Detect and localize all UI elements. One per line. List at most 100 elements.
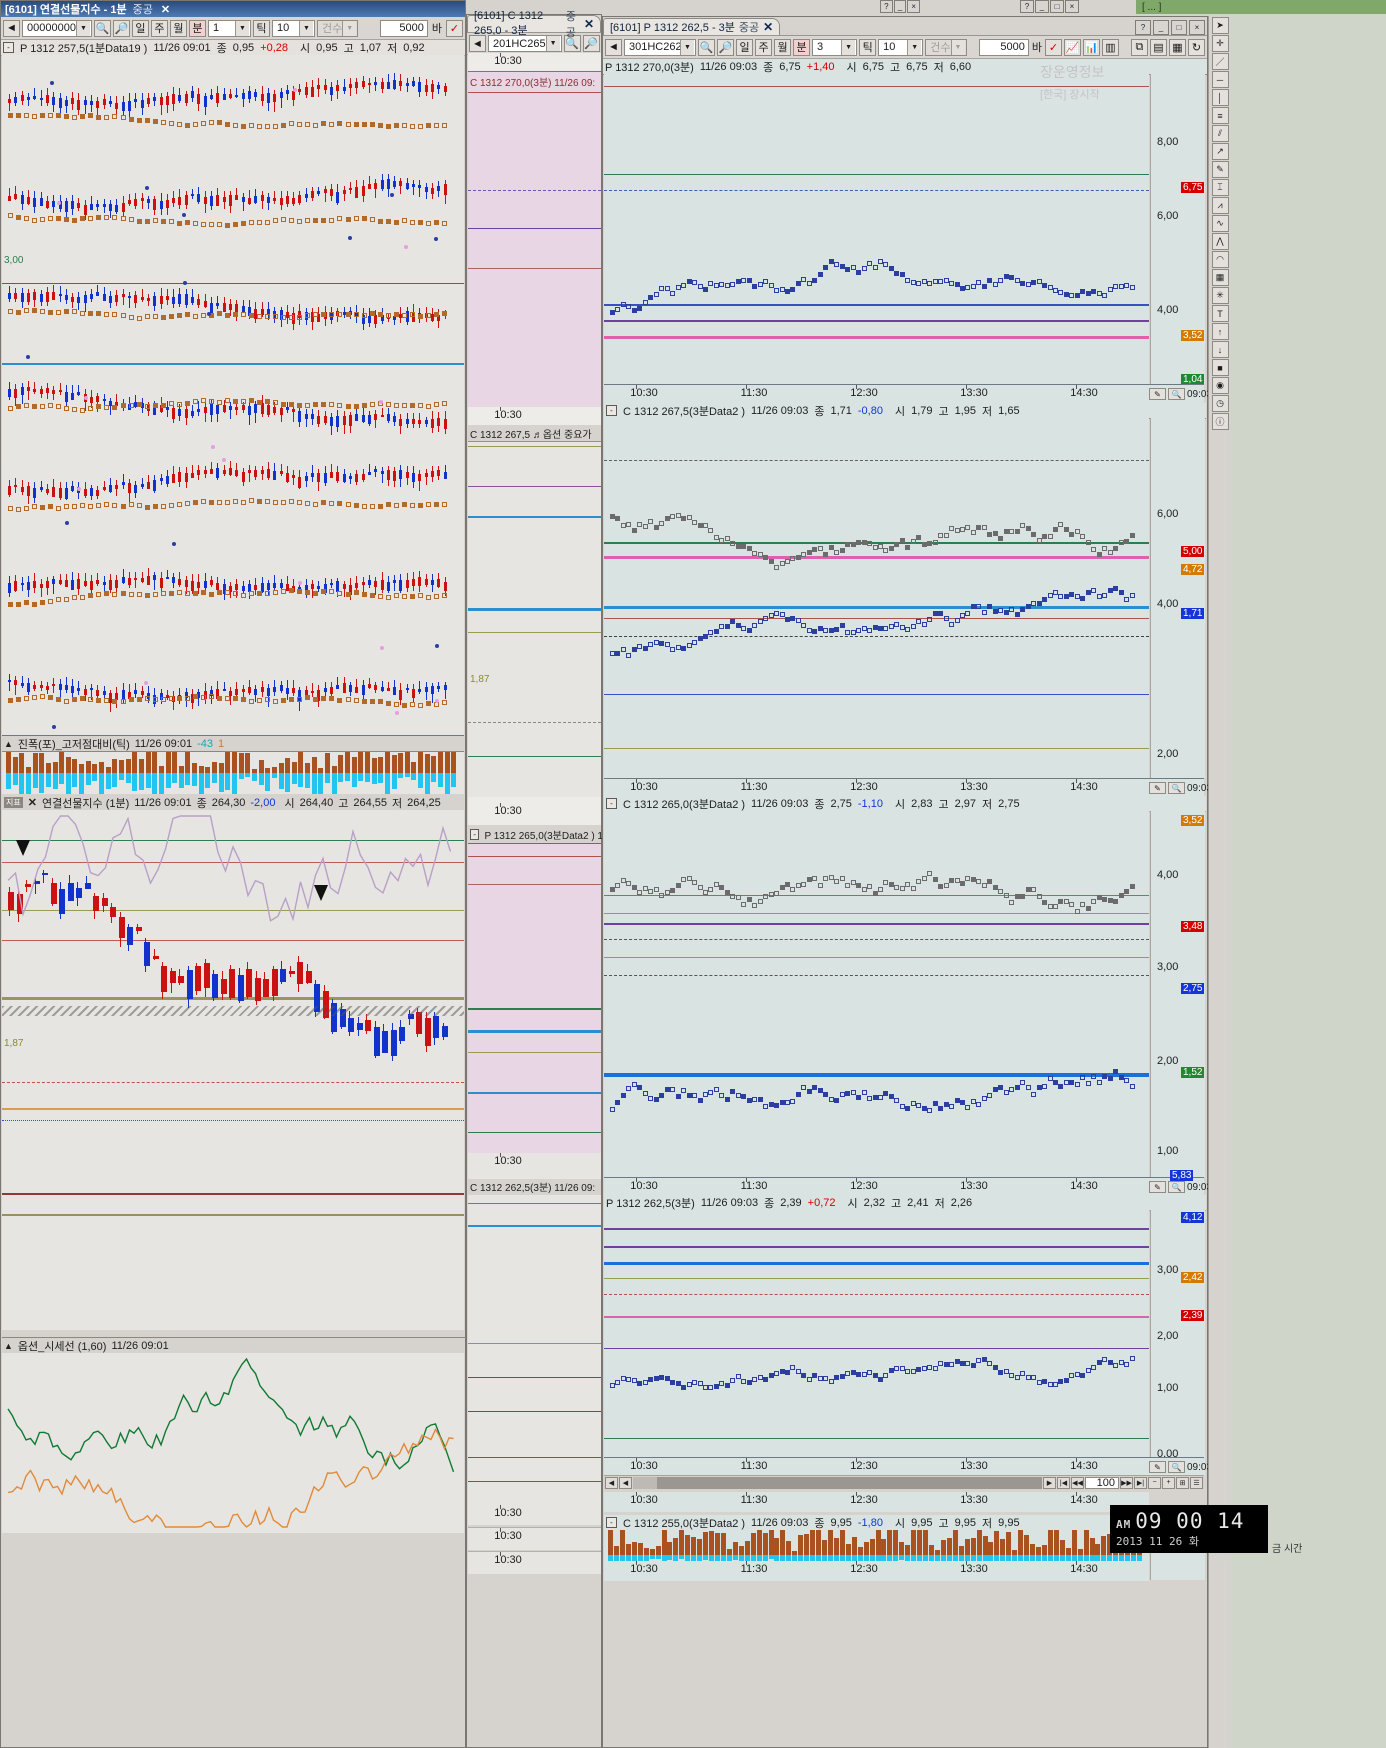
- right-toolbar[interactable]: ◄ 301HC262 ▼ 🔍 🔎 일 주 월 분 3 ▼ 틱 10 ▼ 건수 ▼: [603, 36, 1207, 59]
- right-minimize-button[interactable]: _: [1153, 20, 1169, 35]
- mid-close-icon[interactable]: ✕: [583, 17, 594, 31]
- refresh-icon[interactable]: ↻: [1187, 38, 1205, 56]
- trendline-icon[interactable]: ／: [1211, 53, 1229, 70]
- desktop-window-buttons-2[interactable]: ? _ □ ×: [1020, 0, 1080, 13]
- tick-value-left[interactable]: 10 ▼: [271, 19, 315, 37]
- scroll-left-button[interactable]: ◀: [605, 1476, 618, 1489]
- chevron-down-icon[interactable]: ▼: [545, 36, 560, 51]
- period-day-left[interactable]: 일: [131, 19, 149, 37]
- grid-icon[interactable]: ▦: [1168, 38, 1186, 56]
- collapse-icon-p2[interactable]: -: [606, 405, 617, 416]
- polyline-icon[interactable]: ⋀: [1211, 233, 1229, 250]
- mid-pane-3[interactable]: [468, 843, 601, 1154]
- p2-settings-icon[interactable]: ✎: [1149, 782, 1166, 794]
- grid-toggle-button[interactable]: ⊞: [1176, 1476, 1189, 1489]
- period-month-left[interactable]: 월: [169, 19, 187, 37]
- collapse-icon-mid[interactable]: -: [470, 829, 480, 840]
- p4-settings-icon[interactable]: ✎: [1149, 1461, 1166, 1473]
- minute-value-left[interactable]: 1 ▼: [207, 19, 251, 37]
- chevron-down-icon[interactable]: ▼: [907, 39, 922, 55]
- bar-count-left[interactable]: 5000: [380, 19, 428, 37]
- right-scroll-left-icon[interactable]: ◄: [605, 38, 622, 56]
- text-icon[interactable]: T: [1211, 305, 1229, 322]
- grid-icon-side[interactable]: ▦: [1211, 269, 1229, 286]
- ruler-icon[interactable]: ⌶: [1211, 179, 1229, 196]
- code-input-right[interactable]: 301HC262 ▼: [624, 38, 696, 56]
- right-panel-3-corner[interactable]: ✎ 🔍 09:03: [1149, 1177, 1212, 1196]
- crosshair-icon-side[interactable]: ✛: [1211, 35, 1229, 52]
- right-panel-1-plot[interactable]: [604, 74, 1149, 384]
- sub2-close-icon[interactable]: ✕: [27, 797, 37, 809]
- right-help-button[interactable]: ?: [1135, 20, 1151, 35]
- scroll-track[interactable]: [633, 1476, 1042, 1489]
- code-input-left[interactable]: 00000000 ▼: [22, 19, 92, 37]
- right-panel-2-plot[interactable]: [604, 418, 1149, 778]
- left-scroll-left-icon[interactable]: ◄: [3, 19, 20, 37]
- search-clear-icon-right[interactable]: 🔎: [717, 38, 734, 56]
- left-index-candles[interactable]: 1,87: [2, 810, 464, 1330]
- chevron-down-icon[interactable]: ▼: [342, 20, 357, 36]
- p1-zoom-icon[interactable]: 🔍: [1168, 388, 1185, 400]
- right-maximize-button[interactable]: □: [1171, 20, 1187, 35]
- left-amplitude-histogram[interactable]: [2, 751, 464, 794]
- collapse-icon-left[interactable]: -: [3, 42, 14, 53]
- mid-pane-4[interactable]: [468, 1195, 601, 1505]
- menu-button[interactable]: ☰: [1190, 1476, 1203, 1489]
- maximize-button-2[interactable]: □: [1050, 0, 1064, 13]
- bar-count-right[interactable]: 5000: [978, 38, 1029, 56]
- mid-pane-1[interactable]: C 1312 270,0(3분) 11/26 09:: [468, 71, 601, 408]
- pencil-icon[interactable]: ✎: [1211, 161, 1229, 178]
- help-button[interactable]: ?: [880, 0, 893, 13]
- search-icon-right[interactable]: 🔍: [698, 38, 715, 56]
- square-icon[interactable]: ■: [1211, 359, 1229, 376]
- scroll-thumb[interactable]: [657, 1476, 1042, 1489]
- mid-tabstrip[interactable]: [6101] C 1312 265,0 - 3분 중공 ✕: [467, 10, 601, 39]
- right-close-icon[interactable]: ✕: [763, 20, 774, 34]
- p4-zoom-icon[interactable]: 🔍: [1168, 1461, 1185, 1473]
- search-icon-left[interactable]: 🔍: [93, 19, 111, 37]
- left-close-icon[interactable]: ✕: [160, 3, 171, 16]
- minimize-button-2[interactable]: _: [1035, 0, 1049, 13]
- channel-icon[interactable]: ⫽: [1211, 125, 1229, 142]
- chevron-down-icon[interactable]: ▼: [234, 20, 249, 36]
- search-clear-icon-left[interactable]: 🔎: [112, 19, 130, 37]
- desktop-window-buttons[interactable]: ? _ ×: [880, 0, 921, 13]
- nav-last-button[interactable]: ▶|: [1134, 1476, 1147, 1489]
- left-window-titlebar[interactable]: [6101] 연결선물지수 - 1분 중공 ✕: [1, 1, 465, 17]
- p2-zoom-icon[interactable]: 🔍: [1168, 782, 1185, 794]
- count-select-left[interactable]: 건수 ▼: [316, 19, 359, 37]
- collapse-icon-p5[interactable]: -: [606, 1517, 617, 1528]
- chevron-down-icon[interactable]: ▼: [75, 20, 90, 36]
- left-toolbar[interactable]: ◄ 00000000 ▼ 🔍 🔎 일 주 월 분 1 ▼ 틱 10 ▼ 건수 ▼: [1, 17, 465, 40]
- circle-icon[interactable]: ◉: [1211, 377, 1229, 394]
- p3-settings-icon[interactable]: ✎: [1149, 1181, 1166, 1193]
- right-close-button[interactable]: ×: [1189, 20, 1205, 35]
- right-tabstrip[interactable]: [6101] P 1312 262,5 - 3분 중공 ✕ ? _ □ ×: [603, 17, 1207, 36]
- period-tick-right[interactable]: 틱: [859, 38, 877, 56]
- p3-zoom-icon[interactable]: 🔍: [1168, 1181, 1185, 1193]
- vline-icon[interactable]: │: [1211, 89, 1229, 106]
- scroll-right-button[interactable]: ▶: [1043, 1476, 1056, 1489]
- nav-first-button[interactable]: |◀: [1057, 1476, 1070, 1489]
- chevron-down-icon[interactable]: ▼: [841, 39, 856, 55]
- arrow-icon[interactable]: ↗: [1211, 143, 1229, 160]
- down-arrow-icon[interactable]: ↓: [1211, 341, 1229, 358]
- nav-prev-button[interactable]: ◀◀: [1071, 1476, 1084, 1489]
- minute-value-right[interactable]: 3 ▼: [812, 38, 858, 56]
- period-week-left[interactable]: 주: [150, 19, 168, 37]
- code-input-mid[interactable]: 201HC265 ▼: [488, 35, 562, 52]
- search-clear-icon-mid[interactable]: 🔎: [582, 35, 600, 52]
- clipboard-icon[interactable]: ▤: [1149, 38, 1167, 56]
- right-panel-3-plot[interactable]: [604, 811, 1149, 1177]
- right-panel-4-plot[interactable]: [604, 1210, 1149, 1476]
- tick-value-right[interactable]: 10 ▼: [878, 38, 924, 56]
- right-panel-4-corner[interactable]: ✎ 🔍 09:03: [1149, 1457, 1212, 1476]
- mid-toolbar[interactable]: ◄ 201HC265 ▼ 🔍 🔎: [467, 33, 601, 55]
- close-button-2[interactable]: ×: [1065, 0, 1079, 13]
- p1-settings-icon[interactable]: ✎: [1149, 388, 1166, 400]
- search-icon-mid[interactable]: 🔍: [563, 35, 581, 52]
- left-option-line-chart[interactable]: [2, 1353, 464, 1533]
- right-panel-2-corner[interactable]: ✎ 🔍 09:03: [1149, 778, 1212, 797]
- chevron-down-icon[interactable]: ▼: [680, 39, 694, 55]
- zoom-in-button[interactable]: +: [1162, 1476, 1175, 1489]
